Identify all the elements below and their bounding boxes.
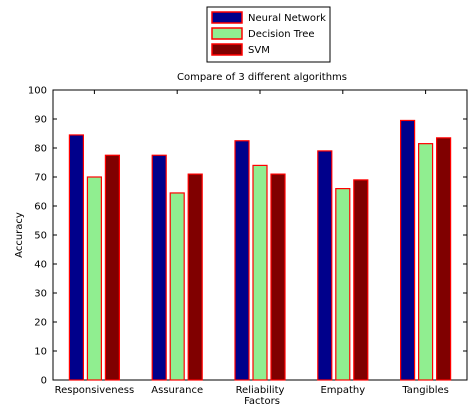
bar-neural-network: [400, 119, 416, 381]
legend: Neural Network Decision Tree SVM: [206, 6, 331, 63]
y-axis: 0 10 20 30 40 50 60 70 80 90 100: [28, 86, 467, 387]
bar-svm: [187, 173, 203, 381]
x-tick-label: Empathy: [320, 385, 365, 396]
y-axis-label: Accuracy: [14, 212, 25, 258]
bar-svm: [270, 173, 286, 381]
y-tick-label: 20: [34, 318, 47, 329]
x-axis-label: Factors: [244, 396, 280, 407]
bar-neural-network: [317, 150, 333, 381]
legend-swatch: [211, 11, 243, 24]
bar-decision-tree: [418, 143, 434, 381]
legend-label: SVM: [248, 45, 270, 56]
bar-decision-tree: [169, 192, 185, 381]
bar-neural-network: [68, 134, 85, 381]
bar-decision-tree: [86, 176, 103, 381]
y-tick-label: 40: [34, 260, 47, 271]
bars: [68, 119, 452, 381]
bar-neural-network: [151, 154, 167, 381]
legend-swatch: [211, 43, 243, 56]
bar-neural-network: [234, 140, 250, 381]
y-tick-label: 90: [34, 115, 47, 126]
y-tick-label: 100: [28, 86, 47, 97]
x-tick-label: Tangibles: [401, 385, 449, 396]
y-tick-label: 70: [34, 173, 47, 184]
chart-title: Compare of 3 different algorithms: [177, 72, 347, 83]
x-tick-label: Assurance: [151, 385, 203, 396]
y-tick-label: 80: [34, 144, 47, 155]
y-tick-label: 30: [34, 289, 47, 300]
legend-label: Decision Tree: [248, 29, 315, 40]
y-tick-label: 50: [34, 231, 47, 242]
bar-svm: [353, 179, 369, 381]
x-tick-label: Responsiveness: [55, 385, 135, 396]
bar-decision-tree: [252, 164, 268, 381]
x-tick-label: Reliability: [236, 385, 285, 396]
bar-svm: [436, 137, 452, 381]
y-tick-label: 10: [34, 347, 47, 358]
y-tick-label: 60: [34, 202, 47, 213]
legend-label: Neural Network: [248, 13, 326, 24]
bar-decision-tree: [335, 188, 351, 381]
legend-swatch: [211, 27, 243, 40]
y-tick-label: 0: [41, 376, 47, 387]
bar-svm: [104, 154, 121, 381]
x-axis: Responsiveness Assurance Reliability Empath…: [55, 90, 449, 396]
